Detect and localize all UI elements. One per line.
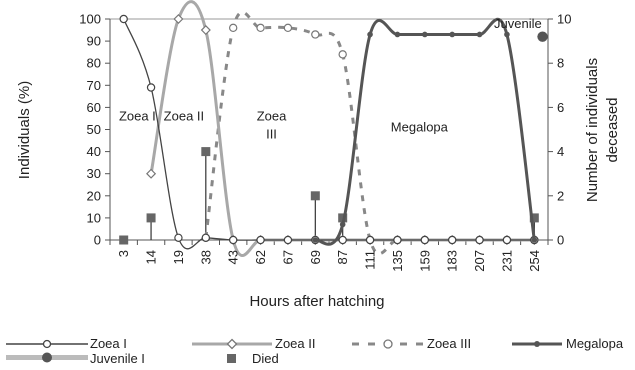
y-tick-label: 60 [87, 100, 101, 115]
legend-item-zoea-3: Zoea III [352, 336, 471, 351]
legend-item-zoea-2: Zoea II [192, 336, 315, 351]
y2-tick-label: 8 [557, 56, 564, 71]
y-tick-label: 80 [87, 56, 101, 71]
died-marker [310, 191, 320, 201]
series-line [123, 18, 535, 250]
x-tick-label: 183 [445, 250, 460, 272]
legend-item-megalopa: Megalopa [512, 336, 624, 351]
x-tick-label: 231 [499, 250, 514, 272]
series-marker [475, 235, 484, 245]
y-tick-label: 50 [87, 122, 101, 137]
series-marker [420, 235, 430, 245]
y2-tick-label: 4 [557, 144, 564, 159]
series-marker [283, 23, 293, 33]
y2-axis-title-line-1: Number of individuals [584, 58, 601, 202]
series-marker [394, 31, 401, 38]
x-tick-label: 62 [253, 250, 268, 264]
x-tick-label: 207 [472, 250, 487, 272]
y-tick-label: 100 [79, 12, 101, 27]
y-axis-title: Individuals (%) [16, 81, 33, 179]
x-tick-label: 111 [363, 250, 378, 270]
x-tick-label: 135 [390, 250, 405, 272]
series-marker [256, 23, 265, 33]
legend-label-zoea-2: Zoea II [275, 336, 315, 351]
stage-label: Zoea I [119, 109, 156, 124]
died-marker [119, 235, 129, 245]
series-marker [283, 235, 293, 245]
series-marker [228, 23, 238, 33]
x-tick-label: 69 [308, 250, 323, 264]
stage-label: III [266, 127, 277, 142]
series-marker [531, 237, 538, 243]
legend-item-zoea-1: Zoea I [6, 336, 127, 351]
stage-label: Megalopa [391, 120, 449, 135]
legend-label-died: Died [252, 351, 279, 366]
series-marker [476, 31, 483, 38]
stage-label: Juvenile [494, 16, 542, 31]
series-marker [422, 31, 428, 38]
series-marker [338, 50, 347, 59]
series-marker [312, 237, 319, 243]
x-tick-label: 19 [171, 250, 186, 264]
stage-label: Zoea [257, 109, 287, 124]
x-tick-label: 67 [280, 250, 295, 264]
x-tick-label: 159 [417, 250, 432, 272]
died-marker [146, 213, 156, 223]
series-marker [146, 168, 157, 179]
x-tick-label: 254 [527, 250, 542, 272]
x-tick-label: 14 [144, 250, 159, 264]
series-marker [339, 221, 346, 228]
series-marker [311, 30, 320, 39]
died-marker [201, 147, 211, 157]
series-marker [256, 235, 265, 245]
series-marker [502, 235, 512, 245]
stage-label: Zoea II [164, 109, 204, 124]
y-tick-label: 40 [87, 144, 101, 159]
legend-item-died: Died [227, 351, 279, 366]
series-marker [504, 31, 510, 38]
died-marker [529, 213, 539, 223]
series-marker [393, 235, 402, 245]
series-marker [365, 235, 375, 245]
y2-tick-label: 10 [557, 12, 571, 27]
y2-axis-title-line-2: deceased [604, 97, 621, 162]
y-tick-label: 0 [94, 233, 101, 248]
x-tick-label: 87 [335, 250, 350, 264]
y2-tick-label: 0 [557, 233, 564, 248]
y-tick-label: 90 [87, 34, 101, 49]
y-tick-label: 10 [87, 210, 101, 225]
legend-item-juvenile: Juvenile I [6, 351, 145, 366]
series-line [204, 10, 535, 256]
x-tick-label: 43 [226, 250, 241, 264]
x-tick-label: 3 [116, 250, 131, 257]
series-marker [367, 31, 373, 38]
legend-label-zoea-1: Zoea I [90, 336, 127, 351]
series-marker [173, 13, 184, 25]
series-marker [449, 31, 455, 38]
x-tick-label: 38 [198, 250, 213, 264]
y-tick-label: 30 [87, 166, 101, 181]
series-marker [146, 83, 156, 92]
y2-tick-label: 2 [557, 188, 564, 203]
x-axis-title: Hours after hatching [249, 293, 384, 310]
series-marker [119, 14, 128, 24]
y-tick-label: 70 [87, 78, 101, 93]
series-marker [537, 31, 548, 42]
legend-label-juvenile: Juvenile I [90, 351, 145, 366]
labels-layer: 0 10 20 30 40 50 60 70 80 90 100 0 2 4 6 8 10 3 14 19 38 43 62… [79, 12, 571, 272]
legend: Zoea I Zoea II Zoea III Megalopa Juvenil… [6, 336, 624, 366]
y-tick-label: 20 [87, 188, 101, 203]
y2-tick-label: 6 [557, 100, 564, 115]
series-marker [201, 233, 211, 242]
series-marker [174, 233, 183, 242]
legend-label-megalopa: Megalopa [566, 336, 624, 351]
series-marker [228, 235, 238, 245]
series-marker [447, 235, 457, 245]
series-marker [200, 25, 211, 36]
legend-label-zoea-3: Zoea III [427, 336, 471, 351]
series-marker [338, 235, 347, 245]
series-layer [119, 0, 548, 257]
